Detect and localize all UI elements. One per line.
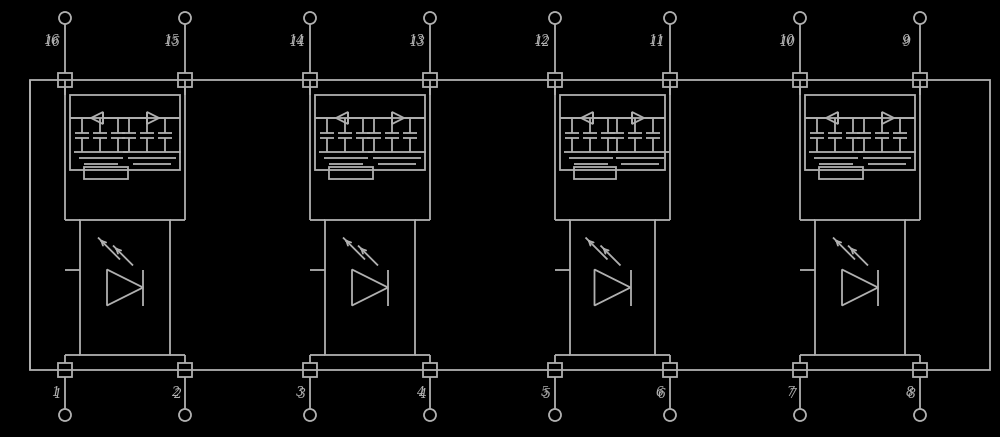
Text: 15: 15 xyxy=(164,35,180,49)
Text: 9: 9 xyxy=(903,35,911,49)
Bar xyxy=(325,220,415,355)
Text: 12: 12 xyxy=(533,34,549,46)
Bar xyxy=(819,167,863,179)
Bar xyxy=(423,73,437,87)
Bar xyxy=(303,73,317,87)
Bar xyxy=(329,167,373,179)
Bar xyxy=(663,363,677,377)
Bar xyxy=(663,73,677,87)
Text: 9: 9 xyxy=(902,34,910,46)
Text: 7: 7 xyxy=(788,388,796,402)
Text: 1: 1 xyxy=(51,386,59,399)
Bar xyxy=(793,363,807,377)
Bar xyxy=(570,220,655,355)
Bar xyxy=(178,363,192,377)
Bar xyxy=(548,73,562,87)
Text: 8: 8 xyxy=(906,386,914,399)
Bar xyxy=(560,95,665,170)
Text: 13: 13 xyxy=(409,35,425,49)
Text: 6: 6 xyxy=(658,388,666,402)
Bar xyxy=(805,95,915,170)
Bar xyxy=(423,363,437,377)
Text: 13: 13 xyxy=(408,34,424,46)
Bar xyxy=(913,73,927,87)
Text: 10: 10 xyxy=(778,34,794,46)
Bar xyxy=(548,363,562,377)
Text: 10: 10 xyxy=(779,35,795,49)
Text: 5: 5 xyxy=(541,386,549,399)
Text: 6: 6 xyxy=(656,386,664,399)
Text: 11: 11 xyxy=(649,35,665,49)
Bar xyxy=(30,80,990,370)
Bar xyxy=(84,167,128,179)
Bar xyxy=(315,95,425,170)
Bar xyxy=(574,167,616,179)
Text: 16: 16 xyxy=(44,35,60,49)
Bar xyxy=(58,73,72,87)
Bar xyxy=(303,363,317,377)
Bar xyxy=(815,220,905,355)
Text: 14: 14 xyxy=(288,34,304,46)
Bar xyxy=(58,363,72,377)
Bar xyxy=(70,95,180,170)
Text: 7: 7 xyxy=(786,386,794,399)
Text: 2: 2 xyxy=(171,386,179,399)
Text: 14: 14 xyxy=(289,35,305,49)
Text: 1: 1 xyxy=(53,388,61,402)
Text: 3: 3 xyxy=(296,386,304,399)
Bar xyxy=(80,220,170,355)
Text: 11: 11 xyxy=(648,34,664,46)
Text: 4: 4 xyxy=(418,388,426,402)
Text: 8: 8 xyxy=(908,388,916,402)
Bar xyxy=(913,363,927,377)
Text: 5: 5 xyxy=(543,388,551,402)
Bar xyxy=(178,73,192,87)
Text: 4: 4 xyxy=(416,386,424,399)
Text: 15: 15 xyxy=(163,34,179,46)
Text: 3: 3 xyxy=(298,388,306,402)
Text: 12: 12 xyxy=(534,35,550,49)
Bar xyxy=(793,73,807,87)
Text: 16: 16 xyxy=(43,34,59,46)
Text: 2: 2 xyxy=(173,388,181,402)
